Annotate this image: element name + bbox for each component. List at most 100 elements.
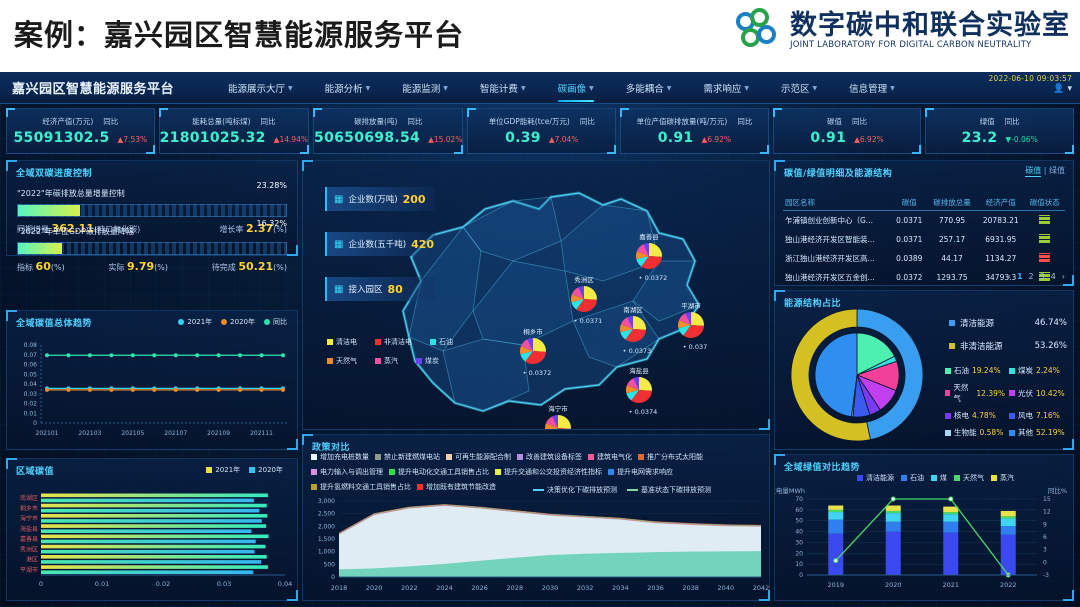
legend-item-6[interactable]: 电力输入与调出管理 [311,467,383,477]
region-map[interactable]: 嘉善县 • 0.0372 秀洲区 • 0.0371 桐乡市 • 0.0372 南湖区 • 0.… [303,161,771,429]
pie-inner-legend-5[interactable]: 风电 7.16% [1009,410,1069,421]
legend-item-11[interactable]: 增加既有建筑节能改造 [417,482,496,492]
legend-label: 核电 [954,411,969,420]
pie-inner-legend-3[interactable]: 光伏 10.42% [1009,382,1069,404]
chevron-down-icon: ▼ [443,84,448,92]
legend-item-0[interactable]: 清洁电 [327,337,357,347]
nav-item-2[interactable]: 能源监测 ▼ [386,72,464,104]
table-row[interactable]: 乍浦镇创业创新中心（G... 0.0371 770.95 20783.21 [783,211,1065,231]
pie-inner-legend-6[interactable]: 生物能 0.58% [945,427,1005,438]
kpi-delta: ▲15.02% [428,135,463,144]
pie-outer-legend-0[interactable]: 清洁能源 46.74% [949,317,1067,329]
nav-item-4[interactable]: 碳画像 ▼ [542,72,610,104]
user-menu[interactable]: 👤 ▾ [1053,84,1072,94]
pie-inner-legend-0[interactable]: 石油 19.24% [945,365,1005,376]
legend-item-7[interactable]: 提升电动化交通工具销售占比 [389,467,489,477]
legend-item-3[interactable]: 改善建筑设备标签 [517,452,582,462]
legend-swatch [311,454,317,460]
legend-item-0[interactable]: 清洁能源 [857,473,894,483]
policy-line-legend-1[interactable]: 基准状态下碳排放预测 [627,485,711,495]
table-col-2: 碳排放总量 [927,195,977,211]
pager-page-1[interactable]: 1 [1016,272,1023,281]
bar-2-4 [943,506,959,513]
table-row[interactable]: 独山港经济开发区智能装... 0.0371 257.17 6931.95 [783,230,1065,249]
status-badge [1025,230,1065,249]
pie-inner-legend-4[interactable]: 核电 4.78% [945,410,1005,421]
legend-item-0[interactable]: 2021年 [206,465,240,475]
legend-item-2[interactable]: 同比 [264,317,287,327]
legend-item-5[interactable]: 推广分布式太阳能 [638,452,703,462]
pie-inner-legend-1[interactable]: 煤炭 2.24% [1009,365,1069,376]
legend-item-1[interactable]: 2020年 [221,317,255,327]
table-row[interactable]: 浙江独山港经济开发区高... 0.0389 44.17 1134.27 [783,249,1065,268]
nav-item-0[interactable]: 能源展示大厅 ▼ [212,72,309,104]
legend-item-2[interactable]: 煤 [931,473,947,483]
policy-line-legend-0[interactable]: 决策优化下碳排放预测 [533,485,617,495]
legend-item-10[interactable]: 提升氢燃料交通工具销售占比 [311,482,411,492]
svg-text:40: 40 [795,529,803,536]
pie-legend-outer: 清洁能源 46.74% 非清洁能源 53.26% [949,317,1067,363]
tab-green[interactable]: 绿值 [1049,166,1065,175]
legend-item-3[interactable]: 天然气 [954,473,984,483]
nav-item-6[interactable]: 需求响应 ▼ [687,72,765,104]
legend-item-1[interactable]: 石油 [901,473,924,483]
table-header-row: 园区名称 碳值 碳排放总量 经济产值 碳值状态 [783,195,1065,211]
kpi-delta: ▲7.53% [117,135,148,144]
legend-item-1[interactable]: 禁止新建燃煤电站 [375,452,440,462]
legend-swatch [991,475,997,481]
stat-remaining: 待完成 50.21(%) [211,260,287,273]
legend-label: 决策优化下碳排放预测 [547,486,617,494]
nav-item-7[interactable]: 示范区 ▼ [765,72,833,104]
legend-item-4[interactable]: 蒸汽 [991,473,1014,483]
progress-label-2: "2022"年单位GDP碳排放量降幅 [17,227,134,236]
legend-item-0[interactable]: 增加充电桩数量 [311,452,369,462]
map-marker-3: 南湖区 • 0.0373 [620,305,651,355]
policy-line-legend: 决策优化下碳排放预测 基准状态下碳排放预测 [533,485,711,495]
legend-swatch [949,343,955,349]
pie-outer-legend-1[interactable]: 非清洁能源 53.26% [949,340,1067,352]
legend-item-1[interactable]: 2020年 [249,465,283,475]
nav-item-label: 碳画像 [557,84,587,95]
nav-item-3[interactable]: 智能计费 ▼ [464,72,542,104]
nav-item-1[interactable]: 能源分析 ▼ [309,72,387,104]
legend-item-4[interactable]: 建筑电气化 [588,452,632,462]
legend-item-4[interactable]: 蒸汽 [375,356,398,366]
legend-item-9[interactable]: 提升电网需求响应 [608,467,673,477]
svg-text:2,500: 2,500 [318,511,335,518]
legend-label: 石油 [910,474,924,482]
pager-page-2[interactable]: 2 [1028,272,1034,281]
tab-carbon[interactable]: 碳值 [1025,166,1042,177]
svg-text:• 0.0372: • 0.0372 [639,274,668,282]
pager-page-4[interactable]: 4 [1050,272,1056,281]
legend-item-2[interactable]: 可再生能源配合制 [446,452,511,462]
legend-label: 蒸汽 [384,357,398,365]
pager-page-3[interactable]: 3 [1039,272,1045,281]
legend-item-2[interactable]: 石油 [430,337,453,347]
legend-item-5[interactable]: 煤炭 [416,356,439,366]
pager-next[interactable]: › [1061,272,1065,281]
table-tabs[interactable]: 碳值 | 绿值 [1025,166,1065,177]
table-row[interactable]: 独山港经济开发区五金创... 0.0372 1293.75 34793.3 [783,268,1065,287]
legend-item-0[interactable]: 2021年 [178,317,212,327]
svg-text:2018: 2018 [331,584,348,592]
legend-swatch [954,475,960,481]
legend-item-3[interactable]: 天然气 [327,356,357,366]
legend-item-1[interactable]: 非清洁电 [375,337,412,347]
legend-value: 19.24% [972,366,1001,375]
logo-rings-icon [736,8,782,54]
map-marker-1: 秀洲区 • 0.0371 [571,275,602,325]
pager-prev[interactable]: ‹ [1007,272,1011,281]
nav-item-8[interactable]: 信息管理 ▼ [833,72,911,104]
svg-text:1,500: 1,500 [318,536,335,543]
svg-text:9: 9 [1043,521,1047,528]
legend-item-8[interactable]: 提升交通和公交投资经济性指标 [495,467,602,477]
pie-inner-legend-7[interactable]: 其他 52.19% [1009,427,1069,438]
stat-actual: 实际 9.79(%) [108,260,169,273]
legend-label: 改善建筑设备标签 [526,453,582,461]
svg-text:2036: 2036 [647,584,664,592]
policy-panel-title: 政策对比 [312,443,351,453]
nav-item-5[interactable]: 多能耦合 ▼ [610,72,688,104]
table-pager[interactable]: ‹ 1 2 3 4 › [1008,272,1065,281]
pie-inner-legend-2[interactable]: 天然气 12.39% [945,382,1005,404]
svg-text:202111: 202111 [250,430,273,437]
